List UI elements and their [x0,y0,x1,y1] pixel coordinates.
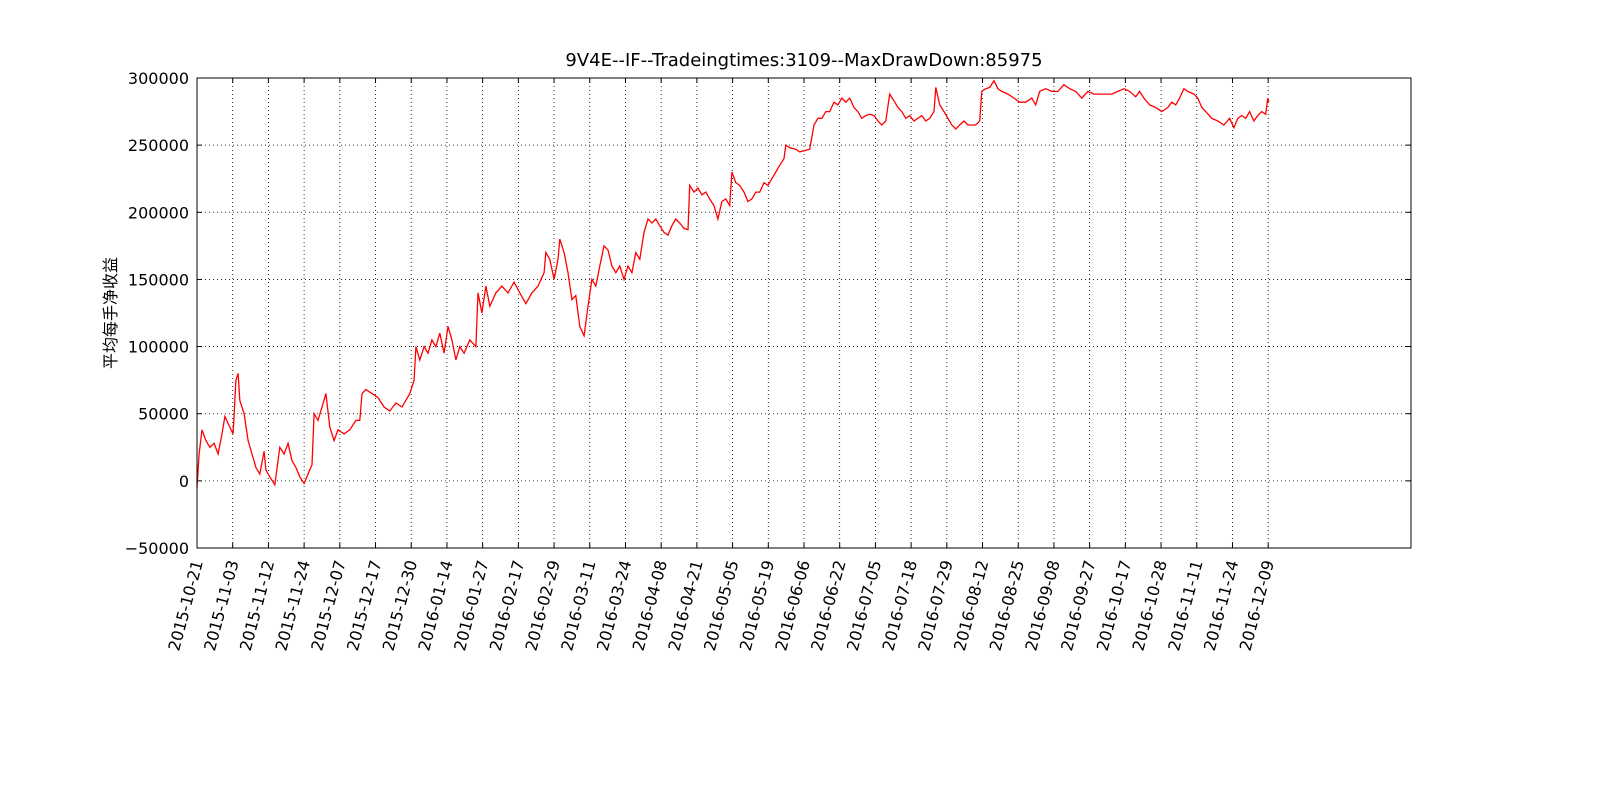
x-tick-label: 2016-04-21 [664,558,706,653]
y-tick-label: 150000 [128,270,189,289]
x-tick-label: 2016-10-17 [1093,558,1135,653]
x-tick-label: 2016-12-09 [1236,558,1278,653]
x-tick-label: 2016-06-06 [771,558,813,653]
y-tick-label: 200000 [128,203,189,222]
x-tick-label: 2016-03-24 [593,558,635,653]
x-tick-label: 2016-07-05 [843,558,885,653]
x-tick-label: 2016-02-29 [522,558,564,653]
x-tick-label: 2015-12-17 [343,558,385,653]
x-tick-label: 2016-10-28 [1129,558,1171,653]
x-tick-label: 2016-05-05 [700,558,742,653]
x-tick-label: 2016-08-25 [986,558,1028,653]
x-tick-label: 2015-11-24 [272,558,314,653]
x-tick-label: 2016-09-08 [1021,558,1063,653]
y-tick-label: 100000 [128,338,189,357]
x-tick-label: 2016-01-27 [450,558,492,653]
x-tick-label: 2015-12-07 [307,558,349,653]
x-tick-label: 2016-04-08 [629,558,671,653]
x-tick-label: 2016-03-11 [557,558,599,653]
x-tick-label: 2015-12-30 [379,558,421,653]
data-line [196,79,1270,488]
x-tick-label: 2016-06-22 [807,558,849,653]
x-tick-label: 2016-08-12 [950,558,992,653]
plot-frame [196,77,1412,549]
x-tick-label: 2015-11-03 [200,558,242,653]
x-tick-label: 2016-11-11 [1164,558,1206,653]
y-tick-label: 250000 [128,136,189,155]
x-tick-label: 2015-10-21 [164,558,206,653]
x-tick-label: 2016-09-27 [1057,558,1099,653]
x-tick-label: 2016-02-17 [486,558,528,653]
y-tick-label: −50000 [125,539,189,558]
x-tick-label: 2016-07-29 [914,558,956,653]
y-tick-label: 300000 [128,69,189,88]
x-tick-label: 2016-01-14 [414,558,456,653]
y-axis-label: 平均每手净收益 [101,257,120,369]
x-tick-label: 2016-11-24 [1200,558,1242,653]
y-tick-label: 0 [179,472,189,491]
x-tick-label: 2016-05-19 [736,558,778,653]
x-tick-label: 2015-11-12 [236,558,278,653]
chart-title: 9V4E--IF--Tradeingtimes:3109--MaxDrawDow… [565,50,1042,71]
y-tick-label: 50000 [138,405,189,424]
x-tick-label: 2016-07-18 [879,558,921,653]
